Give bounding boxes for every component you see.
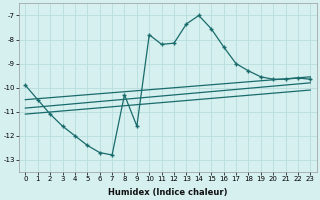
X-axis label: Humidex (Indice chaleur): Humidex (Indice chaleur) [108,188,228,197]
